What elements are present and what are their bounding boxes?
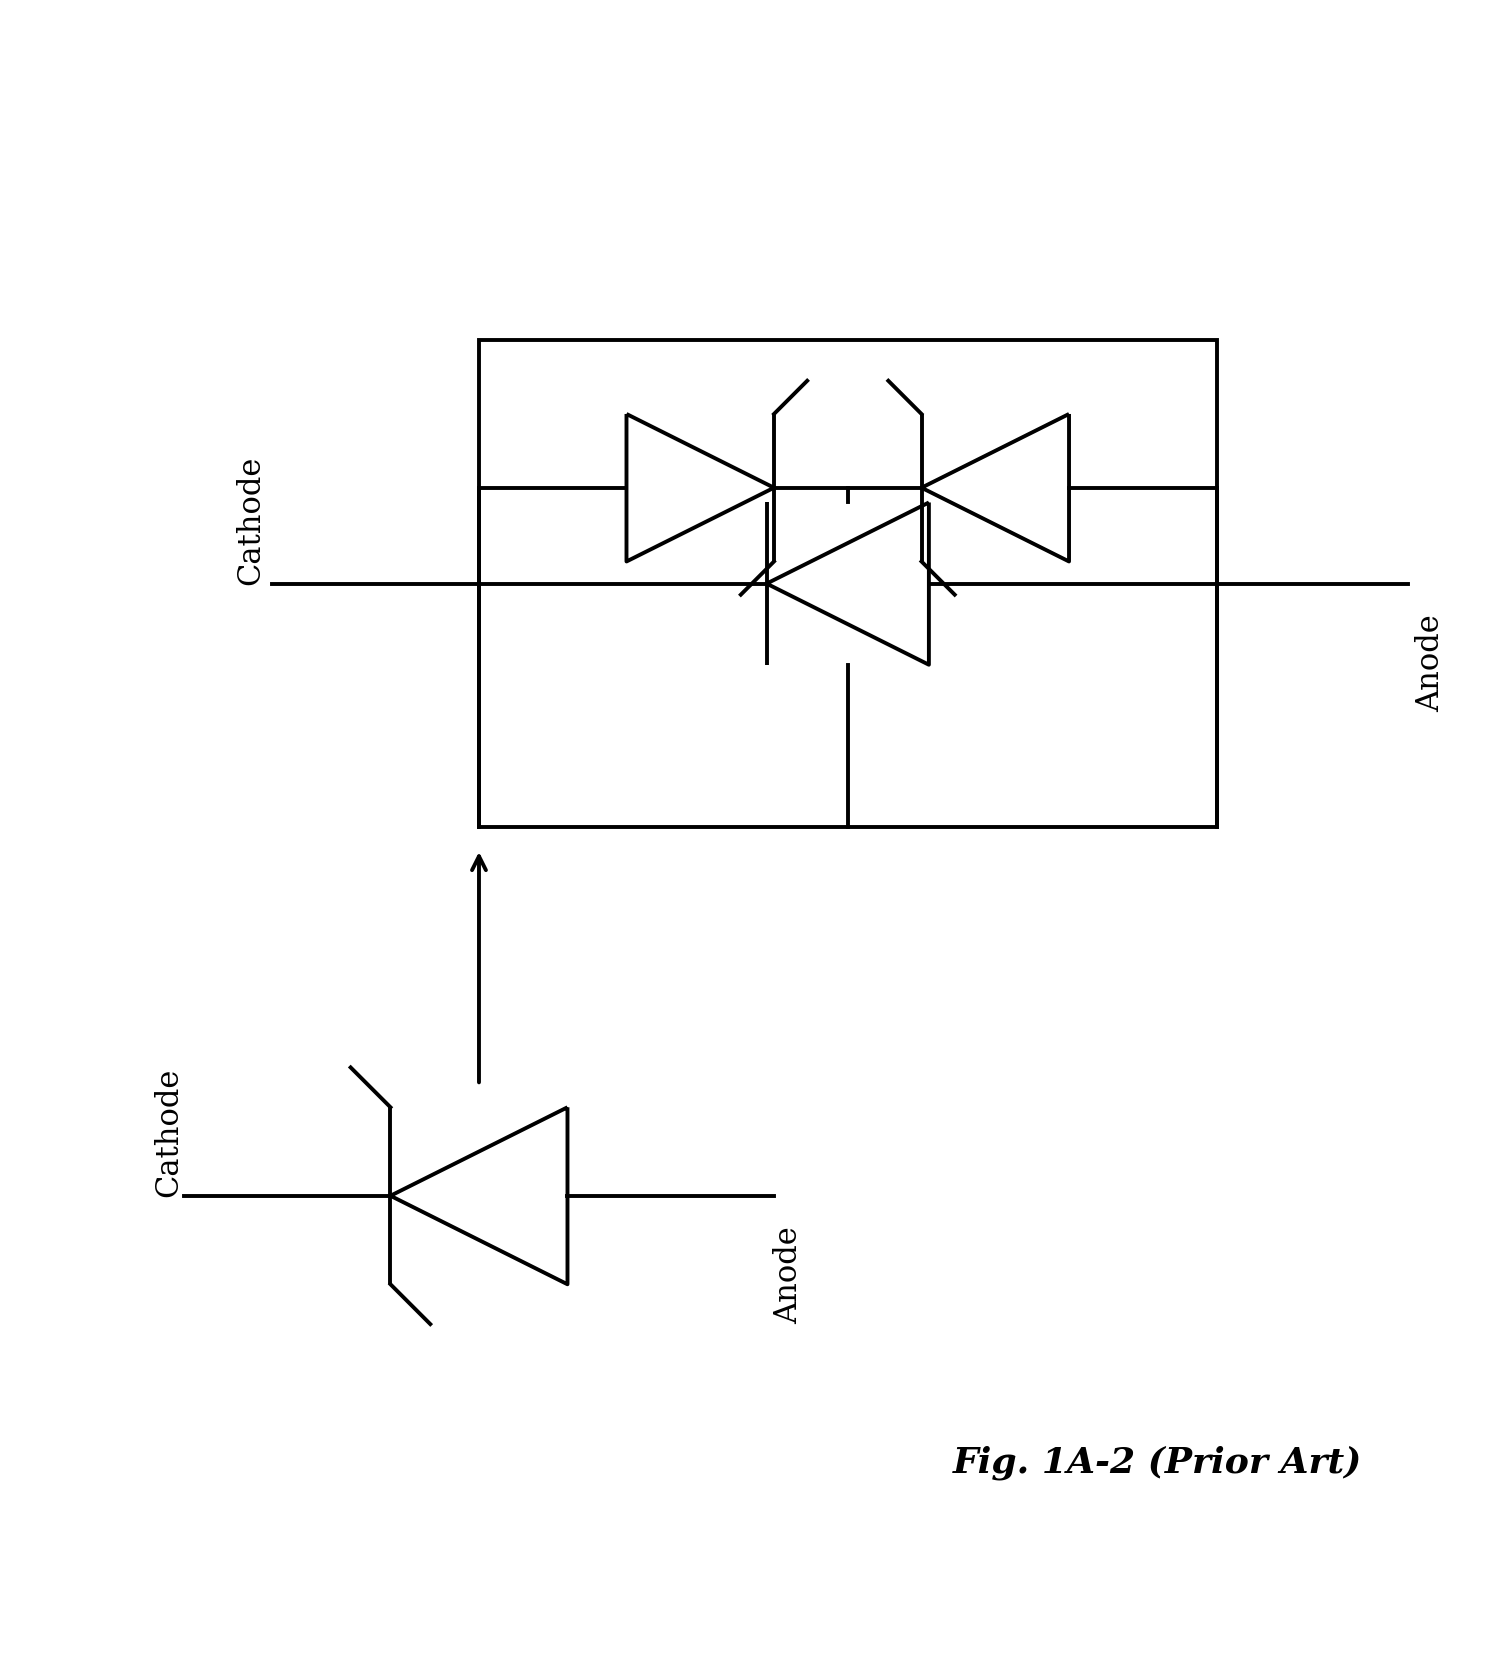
Text: Cathode: Cathode xyxy=(235,455,267,584)
Text: Anode: Anode xyxy=(1415,614,1446,712)
Text: Fig. 1A-2 (Prior Art): Fig. 1A-2 (Prior Art) xyxy=(953,1445,1362,1478)
Bar xyxy=(479,341,1217,828)
Text: Anode: Anode xyxy=(773,1226,804,1324)
Text: Cathode: Cathode xyxy=(153,1067,185,1197)
